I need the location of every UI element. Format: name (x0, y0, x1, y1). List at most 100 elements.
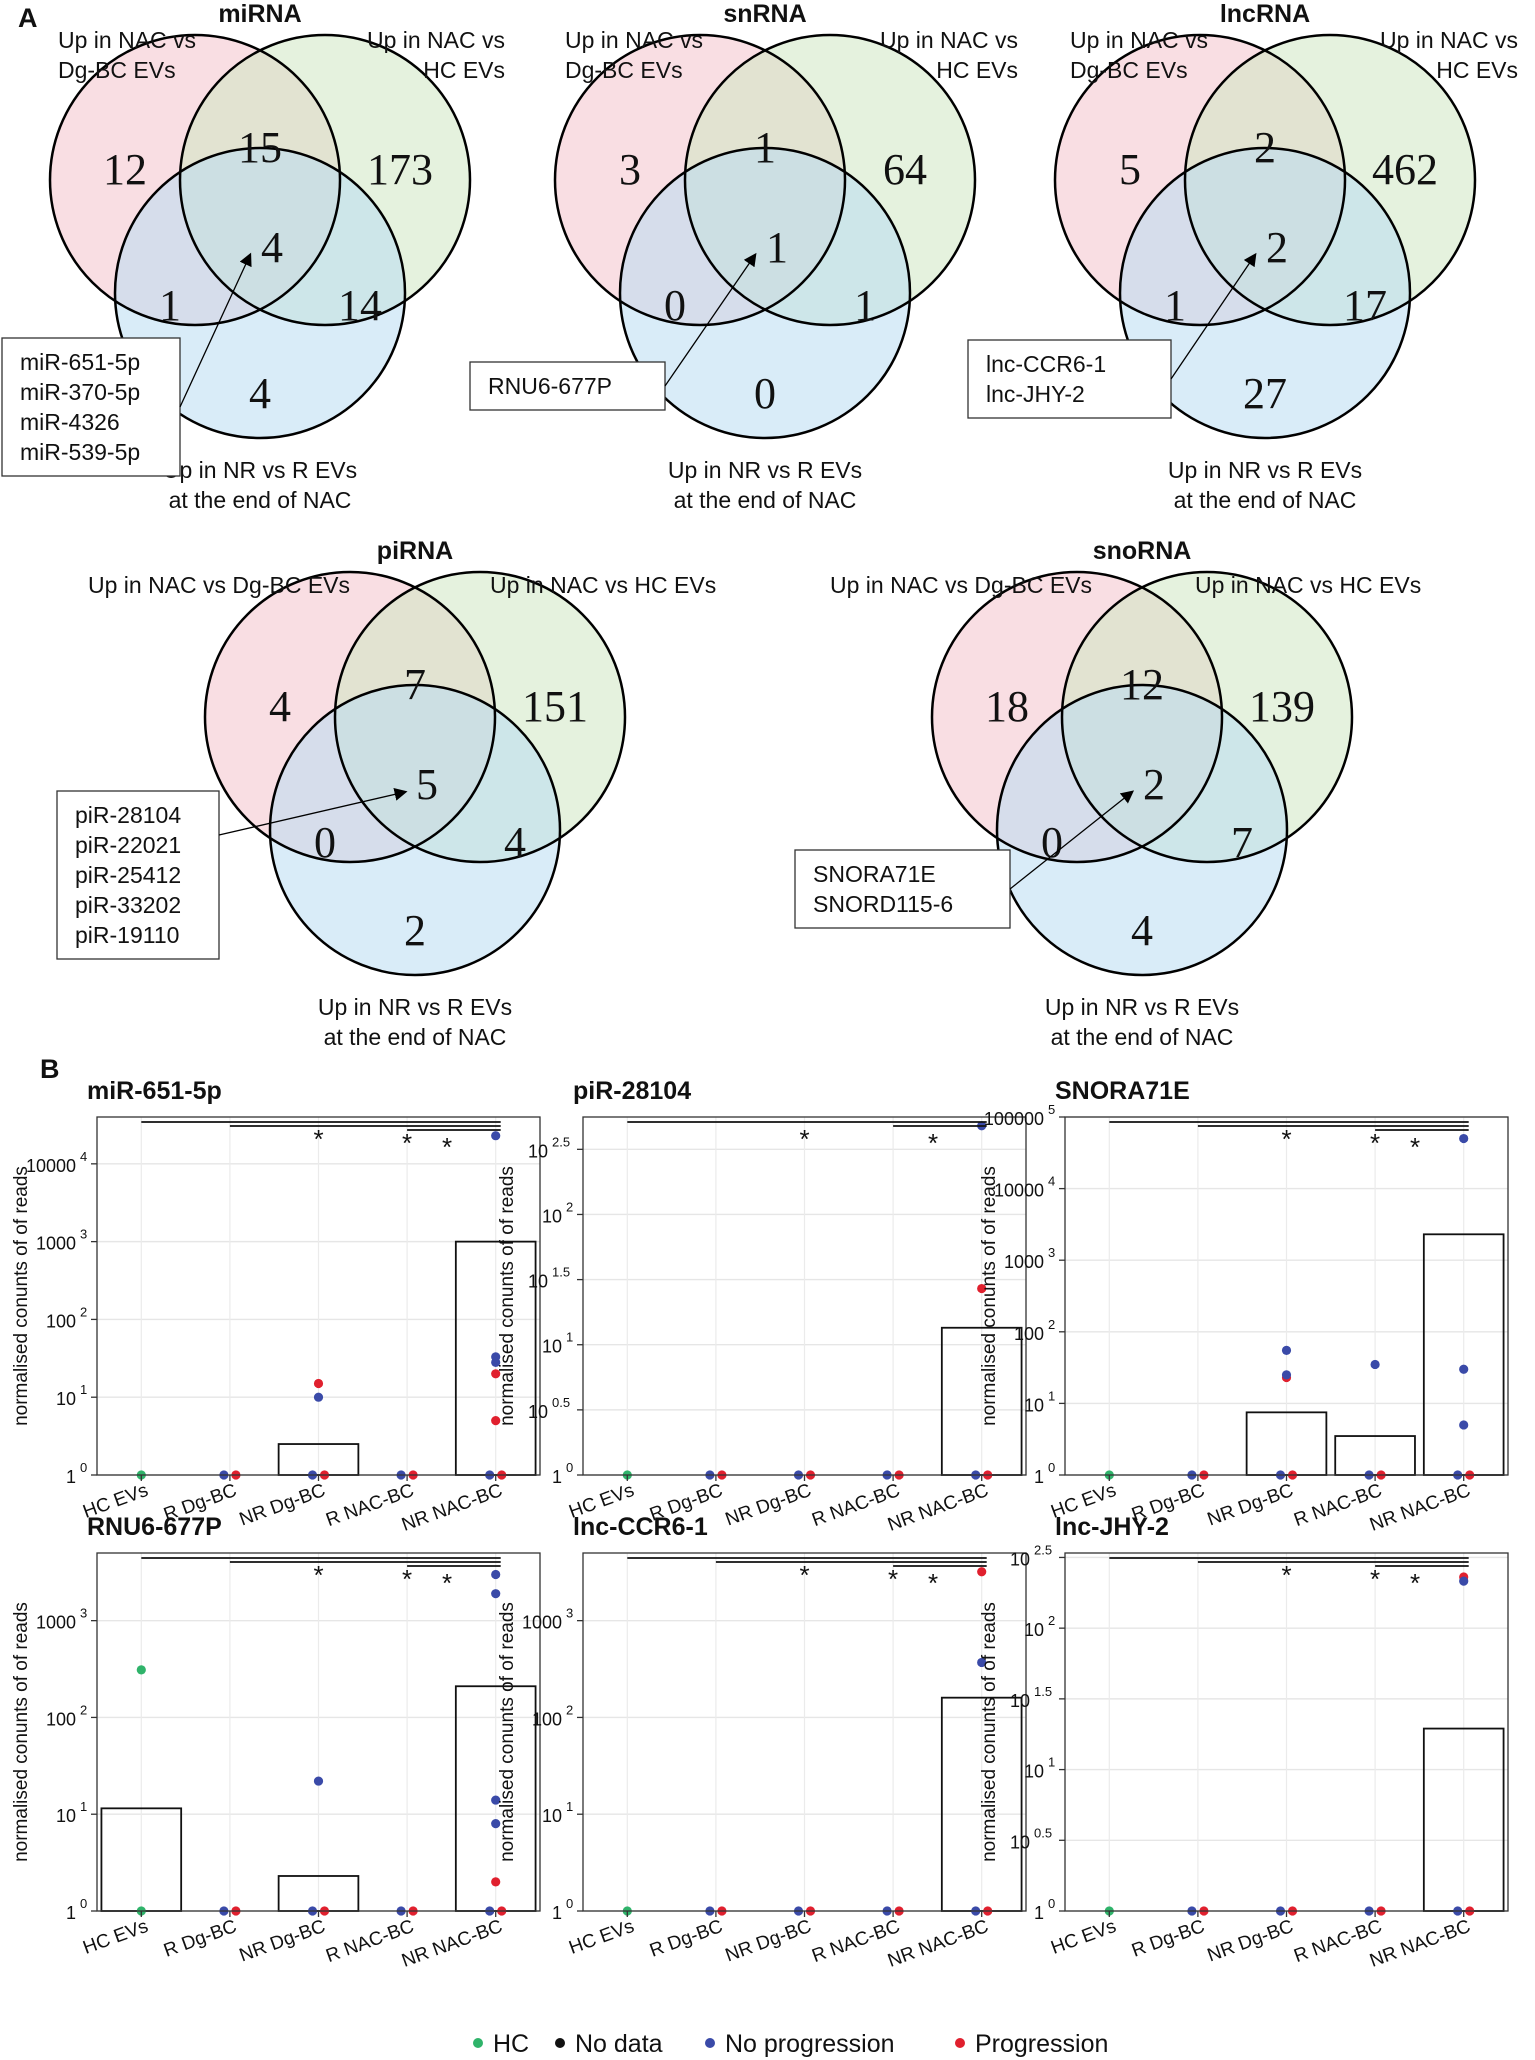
y-tick-label: 1 (66, 1467, 76, 1487)
venn-set-a-label: Up in NAC vs Dg-BC EVs (88, 572, 350, 598)
x-tick-label: NR NAC-BC (885, 1916, 991, 1972)
chart-title: lnc-CCR6-1 (573, 1513, 708, 1541)
venn-outline-0 (553, 33, 847, 327)
y-tick-label: 1 (1034, 1903, 1044, 1923)
venn-outline-0 (1053, 33, 1347, 327)
y-tick-label: 100 (46, 1311, 76, 1331)
venn-outline-0 (203, 570, 497, 864)
venn-count-bc: 7 (1231, 818, 1253, 867)
venn-lncRNA: lncRNA 5 2 462 2 1 17 27 Up in NAC vs Dg-BC EVs Up… (967, 0, 1518, 513)
venn-set-c-label: Up in NR vs R EVs (318, 994, 512, 1020)
x-tick-label: NR NAC-BC (885, 1480, 991, 1536)
panel-label-a: A (18, 3, 38, 33)
y-tick-label: 1000 (36, 1613, 76, 1633)
x-tick-label: NR NAC-BC (1367, 1480, 1473, 1536)
legend-dot-0 (473, 2038, 483, 2048)
y-tick-exponent: 1 (1048, 1388, 1055, 1403)
point-no-progression (491, 1569, 501, 1580)
venn-set-a-label: Up in NAC vs (58, 27, 196, 53)
venn-set-b-label: Up in NAC vs HC EVs (1195, 572, 1421, 598)
x-tick-label: HC EVs (1048, 1916, 1119, 1959)
significance-star: * (799, 1124, 809, 1154)
significance-star: * (799, 1560, 809, 1590)
y-tick-exponent: 2.5 (1034, 1542, 1052, 1557)
y-tick-label: 100 (1014, 1324, 1044, 1344)
legend-dot-1 (555, 2038, 565, 2048)
x-tick-label: NR Dg-BC (723, 1480, 815, 1530)
significance-star: * (442, 1568, 452, 1598)
x-tick-label: R Dg-BC (647, 1916, 726, 1962)
y-tick-label: 100 (532, 1709, 562, 1729)
legend-dot-2 (705, 2038, 715, 2048)
x-tick-label: HC EVs (566, 1916, 637, 1959)
venn-snoRNA: snoRNA 18 12 139 2 0 7 4 Up in NAC vs Dg-BC EVs U… (794, 537, 1421, 1050)
venn-outline-2 (1118, 146, 1412, 440)
y-tick-exponent: 3 (566, 1606, 573, 1621)
venn-set-c-label: Up in NR vs R EVs (163, 457, 357, 483)
x-tick-label: NR Dg-BC (1205, 1480, 1297, 1530)
venn-set-a-label: Dg-BC EVs (565, 57, 683, 83)
y-tick-label: 1 (1034, 1467, 1044, 1487)
y-tick-label: 1 (66, 1903, 76, 1923)
venn-count-ab: 15 (238, 123, 282, 172)
venn-set-c-label: at the end of NAC (1174, 487, 1357, 513)
y-tick-exponent: 1.5 (1034, 1684, 1052, 1699)
point-progression (491, 1369, 501, 1379)
y-tick-exponent: 0 (566, 1460, 573, 1475)
point-no-progression (1459, 1420, 1469, 1430)
venn-outline-1 (1183, 33, 1477, 327)
y-tick-exponent: 3 (1048, 1245, 1055, 1260)
panel-label-b: B (40, 1054, 60, 1084)
venn-gene-label: miR-370-5p (20, 379, 140, 405)
chart-title: piR-28104 (573, 1077, 691, 1105)
venn-piRNA: piRNA 4 7 151 5 0 4 2 Up in NAC vs Dg-BC EVs Up i… (56, 537, 716, 1050)
venn-count-a-only: 3 (619, 145, 641, 194)
venn-count-a-only: 12 (103, 145, 147, 194)
y-tick-label: 1000 (1004, 1252, 1044, 1272)
venn-count-ab: 2 (1254, 123, 1276, 172)
significance-star: * (928, 1128, 938, 1158)
venn-set-c-label: at the end of NAC (324, 1024, 507, 1050)
venn-title: snRNA (723, 0, 806, 28)
point-no-progression (1459, 1364, 1469, 1374)
venn-count-c-only: 4 (249, 369, 271, 418)
venn-count-b-only: 151 (522, 682, 588, 731)
x-tick-label: NR Dg-BC (723, 1916, 815, 1966)
legend-label: Progression (975, 2030, 1108, 2058)
venn-set-a-label: Up in NAC vs (565, 27, 703, 53)
point-no-progression (491, 1357, 501, 1368)
venn-title: piRNA (377, 537, 453, 565)
point-no-progression (491, 1589, 501, 1599)
y-tick-label: 10000 (994, 1181, 1044, 1201)
y-tick-label: 100 (46, 1709, 76, 1729)
venn-gene-label: piR-33202 (75, 892, 181, 918)
y-tick-exponent: 1 (1048, 1755, 1055, 1770)
venn-set-a-label: Dg-BC EVs (58, 57, 176, 83)
venn-count-ac: 0 (664, 281, 686, 330)
y-tick-label: 10000 (26, 1156, 76, 1176)
x-tick-label: NR Dg-BC (237, 1480, 329, 1530)
y-tick-label: 1000 (522, 1613, 562, 1633)
venn-arrow (179, 252, 252, 408)
chart-title: RNU6-677P (87, 1513, 222, 1541)
x-tick-label: R Dg-BC (161, 1916, 240, 1962)
y-tick-label: 1 (552, 1467, 562, 1487)
venn-count-abc: 5 (416, 760, 438, 809)
y-tick-exponent: 2 (566, 1199, 573, 1214)
significance-star: * (1370, 1564, 1380, 1594)
y-tick-label: 10 (1010, 1549, 1030, 1569)
significance-star: * (313, 1560, 323, 1590)
significance-star: * (402, 1128, 412, 1158)
venn-count-b-only: 64 (883, 145, 927, 194)
chart-lnc-JHY-2: lnc-JHY-21 010 0.510 110 1.510 210 2.5normalis… (979, 1513, 1509, 1972)
venn-gene-label: miR-651-5p (20, 349, 140, 375)
y-tick-label: 100000 (984, 1109, 1044, 1129)
venn-count-b-only: 173 (367, 145, 433, 194)
venn-count-b-only: 462 (1372, 145, 1438, 194)
y-axis-label: normalised conunts of of reads (497, 1602, 518, 1862)
chart-title: miR-651-5p (87, 1077, 222, 1105)
venn-outline-2 (113, 146, 407, 440)
point-no-progression (491, 1818, 501, 1829)
y-tick-label: 10 (542, 1206, 562, 1226)
venn-gene-label: piR-28104 (75, 802, 181, 828)
